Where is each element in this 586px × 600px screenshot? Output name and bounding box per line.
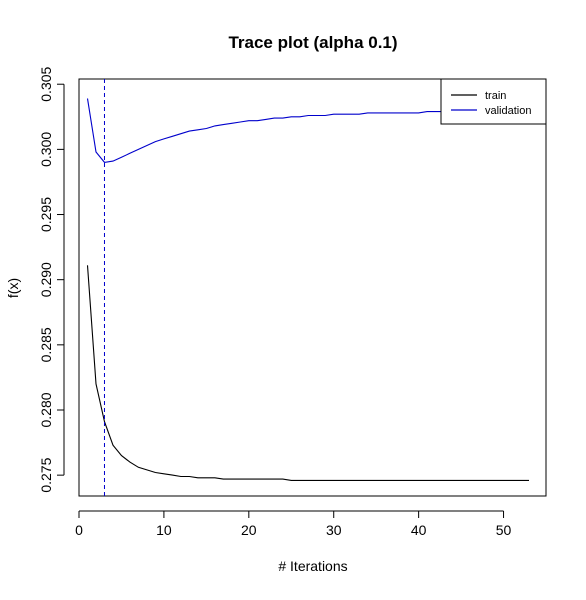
y-axis-label: f(x) (5, 278, 21, 298)
y-tick-label: 0.290 (38, 262, 54, 297)
legend-box (440, 78, 547, 125)
x-tick-label: 10 (156, 522, 172, 538)
x-tick-label: 0 (75, 522, 83, 538)
y-tick-label: 0.280 (38, 392, 54, 427)
legend: train validation (440, 78, 547, 125)
x-tick-label: 50 (496, 522, 512, 538)
x-axis: 0 10 20 30 40 50 (75, 510, 512, 538)
y-tick-label: 0.300 (38, 132, 54, 167)
chart-title: Trace plot (alpha 0.1) (228, 33, 397, 52)
x-tick-label: 20 (241, 522, 257, 538)
y-axis: 0.275 0.280 0.285 0.290 0.295 0.300 0.305 (38, 66, 65, 493)
series-line-train (86, 265, 529, 481)
x-tick-label: 40 (411, 522, 427, 538)
x-tick-label: 30 (326, 522, 342, 538)
y-tick-label: 0.295 (38, 197, 54, 232)
x-axis-label: # Iterations (278, 558, 347, 574)
plot-lines (86, 79, 529, 496)
y-tick-label: 0.305 (38, 66, 54, 101)
plot-area-border (78, 78, 547, 497)
y-tick-label: 0.285 (38, 327, 54, 362)
legend-label-validation: validation (485, 105, 531, 117)
legend-label-train: train (485, 90, 506, 102)
y-tick-label: 0.275 (38, 457, 54, 492)
